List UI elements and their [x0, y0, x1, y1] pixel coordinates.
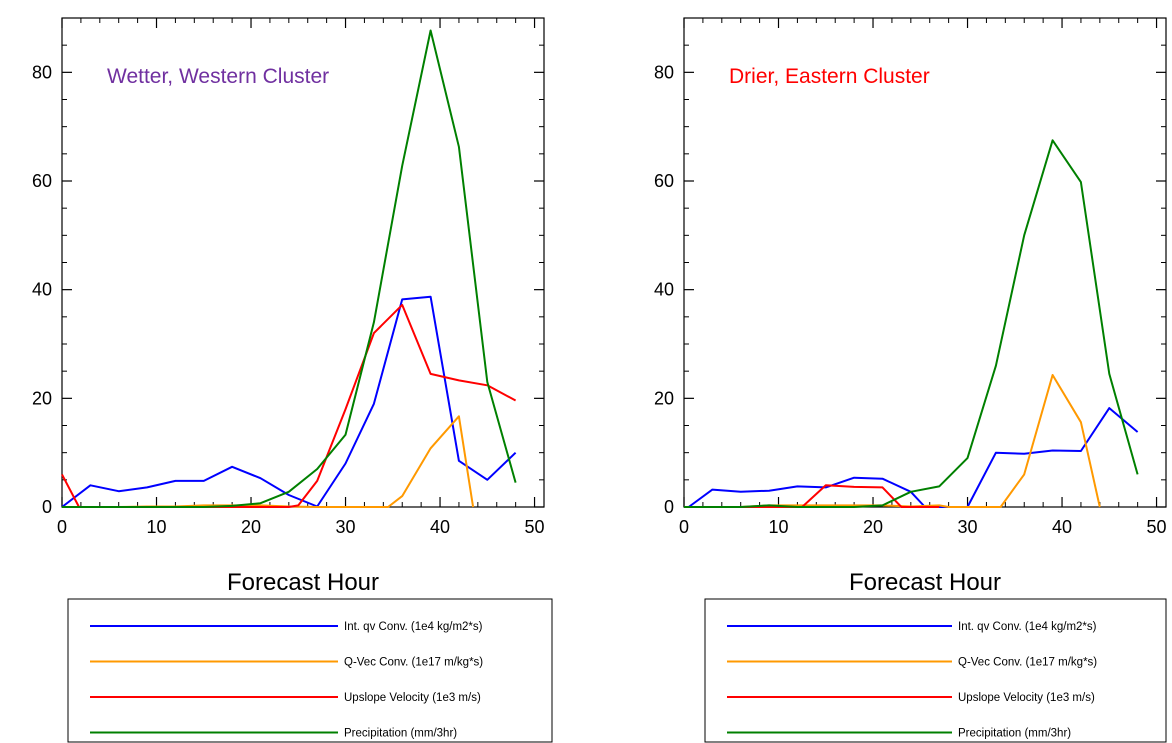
series-line-1	[62, 415, 475, 508]
legend: Int. qv Conv. (1e4 kg/m2*s) Q-Vec Conv. (…	[704, 598, 1167, 743]
x-tick-label: 40	[1052, 517, 1072, 537]
series-line-0	[61, 295, 517, 508]
x-tick-label: 50	[1147, 517, 1167, 537]
y-tick-label: 40	[32, 280, 52, 300]
chart-title: Drier, Eastern Cluster	[729, 65, 930, 88]
x-axis-label: Forecast Hour	[849, 569, 1001, 596]
legend-label-1: Q-Vec Conv. (1e17 m/kg*s)	[958, 657, 1097, 669]
legend-label-1: Q-Vec Conv. (1e17 m/kg*s)	[344, 657, 483, 669]
x-tick-label: 20	[241, 517, 261, 537]
y-tick-label: 0	[42, 497, 52, 517]
legend-label-0: Int. qv Conv. (1e4 kg/m2*s)	[958, 621, 1097, 633]
minor-ticks	[62, 18, 544, 507]
panel-drier-eastern: 0 10 20 30 40 50 0 20 40 60 80 Drier, Eastern Clust…	[654, 17, 1167, 743]
y-tick-label: 20	[654, 388, 674, 408]
x-tick-label: 0	[57, 517, 67, 537]
x-tick-label: 0	[679, 517, 689, 537]
x-tick-label: 10	[146, 517, 166, 537]
x-axis-label: Forecast Hour	[227, 569, 379, 596]
plot-frame	[61, 17, 545, 508]
legend-box	[67, 598, 553, 743]
minor-ticks	[684, 18, 1166, 507]
y-tick-label: 0	[664, 497, 674, 517]
x-tick-label: 50	[525, 517, 545, 537]
y-tick-label: 80	[654, 62, 674, 82]
panel-wetter-western: 0 10 20 30 40 50 0 20 40 60 80 Wetter, Western Clus…	[32, 17, 553, 743]
legend-label-2: Upslope Velocity (1e3 m/s)	[958, 692, 1095, 704]
x-tick-label: 40	[430, 517, 450, 537]
x-tick-label: 30	[336, 517, 356, 537]
series-line-0	[688, 407, 1139, 508]
legend-label-0: Int. qv Conv. (1e4 kg/m2*s)	[344, 621, 483, 633]
y-tick-label: 40	[654, 280, 674, 300]
x-tick-label: 20	[863, 517, 883, 537]
x-tick-label: 10	[768, 517, 788, 537]
legend-box	[704, 598, 1167, 743]
y-tick-label: 60	[654, 171, 674, 191]
legend-label-3: Precipitation (mm/3hr)	[958, 728, 1071, 740]
x-tick-label: 30	[958, 517, 978, 537]
legend-label-2: Upslope Velocity (1e3 m/s)	[344, 692, 481, 704]
series-line-2	[61, 303, 517, 508]
series-line-3	[62, 29, 517, 508]
y-tick-label: 20	[32, 388, 52, 408]
series-line-3	[684, 139, 1139, 508]
legend: Int. qv Conv. (1e4 kg/m2*s) Q-Vec Conv. (…	[67, 598, 553, 743]
legend-label-3: Precipitation (mm/3hr)	[344, 728, 457, 740]
series-line-1	[684, 374, 1101, 508]
y-tick-label: 60	[32, 171, 52, 191]
y-tick-label: 80	[32, 62, 52, 82]
chart-title: Wetter, Western Cluster	[107, 65, 329, 88]
